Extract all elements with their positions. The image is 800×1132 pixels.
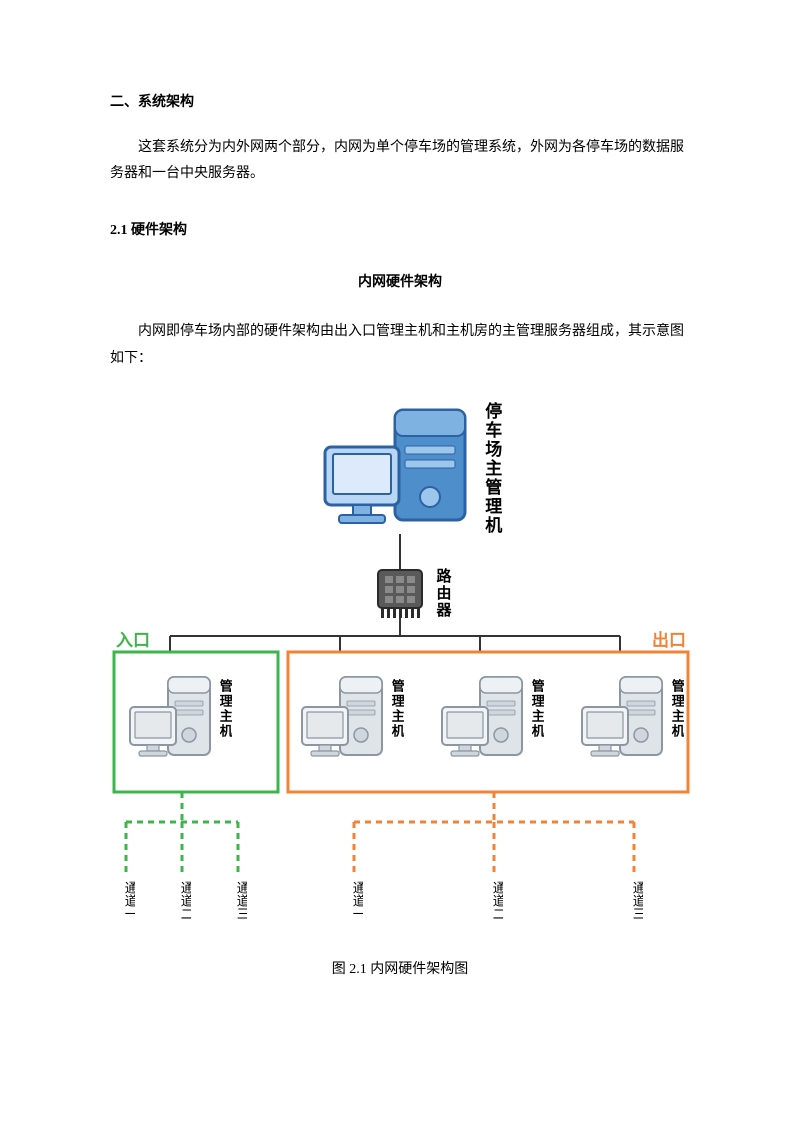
host-label: 管理主机 <box>384 679 404 739</box>
svg-text:出口: 出口 <box>652 630 686 650</box>
architecture-diagram: 停车场主管理机路由器入口 出口管理主机 管理主机 管理主机 管理主机通道一 通道二 通道三 通… <box>110 402 690 943</box>
host-label: 管理主机 <box>664 679 684 739</box>
host-label: 管理主机 <box>212 679 232 739</box>
document-page: 二、系统架构 这套系统分为内外网两个部分，内网为单个停车场的管理系统，外网为各停… <box>0 0 800 1043</box>
svg-text:入口: 入口 <box>116 631 150 650</box>
main-server-label: 停车场主管理机 <box>475 402 505 535</box>
channel-label: 通道一 <box>345 881 363 920</box>
channel-label: 通道二 <box>485 881 503 920</box>
figure-caption: 图 2.1 内网硬件架构图 <box>110 957 690 984</box>
host-label: 管理主机 <box>524 679 544 739</box>
intro-paragraph: 这套系统分为内外网两个部分，内网为单个停车场的管理系统，外网为各停车场的数据服务… <box>110 135 690 188</box>
channel-label: 通道二 <box>173 881 191 920</box>
router-label: 路由器 <box>428 568 452 619</box>
channel-label: 通道一 <box>117 881 135 920</box>
description-paragraph: 内网即停车场内部的硬件架构由出入口管理主机和主机房的主管理服务器组成，其示意图如… <box>110 319 690 372</box>
channel-label: 通道三 <box>625 881 643 920</box>
channel-label: 通道三 <box>229 881 247 920</box>
subsection-heading: 2.1 硬件架构 <box>110 218 690 245</box>
subsection-title: 内网硬件架构 <box>110 270 690 297</box>
section-title: 二、系统架构 <box>110 90 690 117</box>
